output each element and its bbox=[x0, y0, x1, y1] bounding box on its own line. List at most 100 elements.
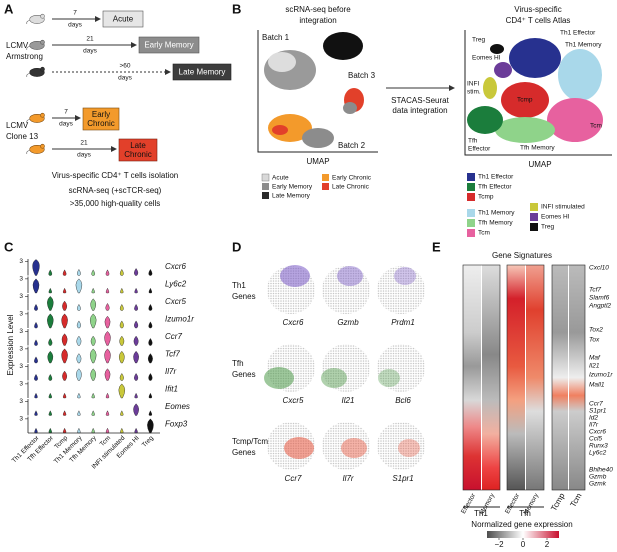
gene-label: Il7r bbox=[165, 367, 176, 376]
batch-label: Batch 3 bbox=[348, 71, 376, 80]
heatmap-frame bbox=[551, 264, 586, 491]
violin bbox=[91, 427, 95, 434]
violin bbox=[90, 335, 96, 346]
subset-label: Tcmp bbox=[549, 491, 567, 513]
days: days bbox=[59, 121, 73, 128]
y-tick-label: 3 bbox=[19, 276, 23, 283]
panel-label: A bbox=[4, 1, 14, 16]
violin bbox=[48, 338, 53, 346]
mouse-icon bbox=[26, 143, 45, 154]
violin bbox=[148, 392, 153, 399]
cluster-blob bbox=[558, 49, 602, 101]
group-label: LCMV bbox=[6, 41, 29, 50]
caption: >35,000 high-quality cells bbox=[70, 199, 161, 208]
days: days bbox=[77, 152, 91, 159]
violin bbox=[62, 392, 67, 399]
colorbar-tick-label: 0 bbox=[521, 540, 526, 549]
plot-title: CD4⁺ T cells Atlas bbox=[506, 16, 571, 25]
axis bbox=[464, 30, 612, 156]
violin bbox=[47, 350, 54, 364]
legend-swatch bbox=[530, 223, 538, 231]
expression-overlay bbox=[394, 267, 416, 285]
y-tick-label: 3 bbox=[19, 328, 23, 335]
group-label: Armstrong bbox=[6, 52, 43, 61]
row-label: Tcmp/Tcm bbox=[232, 437, 268, 446]
gene-label: Bhlhe40 bbox=[589, 467, 613, 474]
plot-title: scRNA-seq before bbox=[285, 5, 351, 14]
days: 21 bbox=[80, 140, 88, 147]
cluster-blob bbox=[501, 82, 549, 118]
axis-label: UMAP bbox=[528, 160, 551, 169]
group-label: LCMV bbox=[6, 121, 29, 130]
gene-label: Maf bbox=[589, 355, 601, 362]
gene-label: Cxcr6 bbox=[589, 429, 606, 436]
gene-label: Prdm1 bbox=[391, 318, 415, 327]
violin bbox=[34, 427, 38, 434]
cluster-label: Effector bbox=[468, 146, 491, 153]
days: 7 bbox=[73, 10, 77, 17]
cluster-blob bbox=[343, 102, 357, 114]
row-label: Th1 bbox=[232, 281, 246, 290]
legend-label: Early Chronic bbox=[332, 175, 372, 182]
violin bbox=[118, 350, 125, 364]
violin bbox=[61, 348, 68, 364]
gene-label: Izumo1r bbox=[165, 314, 194, 323]
legend-label: Acute bbox=[272, 175, 289, 182]
violin bbox=[148, 373, 153, 381]
mouse-icon bbox=[26, 39, 45, 50]
violin bbox=[34, 339, 38, 346]
gene-label: Ccl5 bbox=[589, 436, 602, 443]
violin bbox=[105, 427, 110, 434]
umap-background bbox=[377, 266, 425, 314]
umap-background bbox=[322, 266, 370, 314]
legend-swatch bbox=[530, 203, 538, 211]
violin bbox=[77, 410, 81, 416]
state-box bbox=[102, 10, 144, 28]
caption: Virus-specific CD4⁺ T cells isolation bbox=[52, 171, 179, 180]
colorbar-title: Normalized gene expression bbox=[471, 520, 572, 529]
y-tick-label: 3 bbox=[19, 381, 23, 388]
expression-overlay bbox=[284, 437, 314, 459]
violin bbox=[77, 268, 81, 276]
violin bbox=[134, 373, 139, 381]
gene-label: Foxp3 bbox=[165, 419, 188, 428]
expression-overlay bbox=[280, 265, 310, 287]
state: Early Memory bbox=[144, 41, 193, 50]
gene-label: Tcf7 bbox=[165, 349, 180, 358]
violin bbox=[90, 298, 97, 311]
violin bbox=[48, 410, 52, 416]
legend-swatch bbox=[467, 219, 475, 227]
state: Early bbox=[92, 110, 110, 119]
y-tick-label: 3 bbox=[19, 416, 23, 423]
arrow-label: STACAS-Seurat bbox=[391, 96, 449, 105]
panel-label: E bbox=[432, 239, 441, 254]
days: 7 bbox=[64, 109, 68, 116]
panel-label: D bbox=[232, 239, 241, 254]
state-box bbox=[138, 36, 200, 54]
mouse-icon bbox=[26, 66, 45, 77]
cluster-label: Th1 Memory bbox=[565, 42, 602, 49]
days: days bbox=[68, 22, 82, 29]
cluster-label: Th1 Effector bbox=[560, 30, 596, 37]
panel-d: D Th1 Genes Cxcr6 Gzmb Prdm1 Tfh Genes Cxcr5 Il2… bbox=[232, 239, 425, 483]
violin bbox=[105, 269, 110, 276]
caption: scRNA-seq (+scTCR-seq) bbox=[69, 186, 162, 195]
heatmap-column bbox=[463, 265, 481, 490]
cluster-blob bbox=[268, 52, 296, 72]
gene-label: S1pr1 bbox=[589, 408, 607, 415]
gene-label: S1pr1 bbox=[392, 474, 413, 483]
legend-swatch bbox=[467, 183, 475, 191]
violin bbox=[148, 287, 153, 294]
expression-overlay bbox=[264, 367, 294, 389]
row-label: Genes bbox=[232, 292, 256, 301]
legend-swatch bbox=[530, 213, 538, 221]
legend-label: Early Memory bbox=[272, 184, 313, 191]
violin bbox=[62, 410, 67, 416]
cluster-blob bbox=[490, 44, 504, 54]
legend-label: Eomes HI bbox=[541, 214, 570, 221]
violin bbox=[119, 303, 124, 311]
heatmap-frame bbox=[462, 264, 501, 491]
legend-label: Late Chronic bbox=[332, 184, 370, 191]
state: Late bbox=[130, 141, 146, 150]
violin bbox=[34, 303, 38, 311]
